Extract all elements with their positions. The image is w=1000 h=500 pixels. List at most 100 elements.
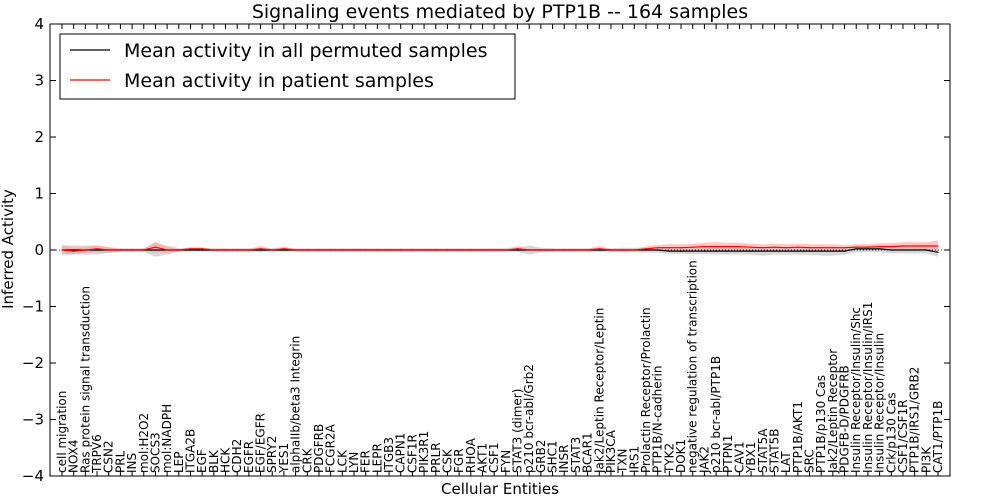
- x-category-label: LCK: [335, 449, 349, 473]
- x-category-label: Crk/p130 Cas: [884, 392, 898, 473]
- data-point-patient: [213, 249, 215, 251]
- x-category-label: YES1: [277, 443, 291, 474]
- data-point-permuted: [738, 250, 741, 252]
- data-point-patient: [365, 249, 367, 251]
- x-category-label: TXN: [616, 448, 630, 474]
- x-category-label: CAPN1: [394, 433, 408, 473]
- legend-label-permuted: Mean activity in all permuted samples: [124, 40, 487, 62]
- data-point-patient: [575, 249, 577, 251]
- data-point-permuted: [727, 250, 729, 252]
- x-category-label: CRK: [300, 447, 314, 473]
- x-category-label: PIK3CA: [604, 429, 618, 473]
- x-category-label: Ras protein signal transduction: [78, 286, 92, 473]
- x-category-label: YBX1: [744, 442, 758, 474]
- x-category-label: ITGA2B: [184, 429, 198, 473]
- data-point-patient: [505, 249, 507, 251]
- data-point-patient: [201, 248, 203, 250]
- data-point-patient: [680, 247, 682, 249]
- x-category-label: PDGFB-D/PDGFRB: [838, 365, 852, 473]
- x-category-label: BCAR1: [581, 432, 595, 473]
- data-point-permuted: [703, 250, 706, 252]
- legend-box: [59, 33, 516, 100]
- data-point-permuted: [773, 250, 776, 252]
- data-point-patient: [435, 249, 437, 251]
- x-category-label: CDH2: [230, 439, 244, 473]
- data-point-patient: [306, 249, 308, 251]
- y-tick-label: −3: [22, 411, 44, 429]
- x-category-label: Prolactin Receptor/Prolactin: [639, 307, 653, 473]
- x-category-label: Insulin Receptor/Insulin: [873, 333, 887, 473]
- data-point-patient: [61, 249, 63, 251]
- data-point-patient: [703, 246, 706, 248]
- data-point-patient: [914, 245, 916, 247]
- data-point-patient: [400, 249, 402, 251]
- x-category-label: HCK: [219, 447, 233, 473]
- data-point-patient: [738, 246, 741, 248]
- x-category-label: EGF/EGFR: [254, 413, 268, 473]
- plot-frame: [49, 23, 951, 477]
- x-category-label: Insulin Receptor/Insulin/IRS1: [861, 302, 875, 473]
- data-point-permuted: [201, 249, 203, 251]
- x-category-label: NOX4: [67, 439, 81, 473]
- x-category-label: mol:NADPH: [160, 404, 174, 473]
- data-point-patient: [481, 249, 484, 251]
- x-category-label: PTP1B/N-cadherin: [651, 366, 665, 473]
- x-category-label: STAT5B: [768, 429, 782, 474]
- x-category-label: SRC: [803, 449, 817, 473]
- data-point-permuted: [283, 249, 285, 251]
- data-point-patient: [516, 248, 519, 250]
- data-point-patient: [189, 248, 192, 250]
- data-point-patient: [73, 250, 75, 252]
- data-point-permuted: [516, 249, 519, 251]
- x-category-label: negative regulation of transcription: [686, 260, 700, 473]
- y-tick-label: −2: [22, 354, 44, 372]
- data-point-permuted: [680, 250, 682, 252]
- data-point-permuted: [762, 250, 764, 252]
- x-category-label: CSN2: [102, 440, 116, 473]
- data-point-patient: [341, 249, 343, 251]
- x-category-label: LAT: [779, 451, 793, 473]
- data-point-patient: [925, 245, 927, 247]
- x-category-label: LEP: [172, 451, 186, 473]
- data-point-patient: [902, 245, 904, 247]
- legend-label-patient: Mean activity in patient samples: [124, 70, 434, 92]
- y-tick-label: −4: [22, 467, 44, 485]
- x-axis-label: Cellular Entities: [441, 480, 559, 498]
- x-category-label: JAK2: [697, 446, 711, 474]
- data-point-patient: [388, 249, 390, 251]
- data-point-patient: [248, 249, 250, 251]
- x-category-label: LYN: [347, 452, 361, 473]
- x-category-label: TRPV6: [90, 434, 104, 474]
- data-point-patient: [224, 249, 227, 251]
- data-point-patient: [376, 249, 378, 251]
- legend: Mean activity in all permuted samples Me…: [59, 33, 516, 100]
- data-point-patient: [843, 247, 846, 249]
- data-point-patient: [143, 249, 145, 251]
- x-category-label: STAT3 (dimer): [511, 389, 525, 473]
- x-category-label: CSF1: [487, 442, 501, 473]
- x-category-label: TYK2: [662, 443, 676, 474]
- data-point-patient: [166, 249, 168, 251]
- data-point-patient: [458, 249, 460, 251]
- x-category-label: Insulin Receptor/Insulin/Shc: [849, 307, 863, 473]
- data-point-patient: [820, 247, 822, 249]
- x-category-label: Jak2/Leptin Receptor: [826, 349, 840, 474]
- x-category-label: DOK1: [674, 439, 688, 473]
- x-category-label: GRB2: [534, 439, 548, 473]
- data-point-permuted: [890, 249, 892, 251]
- x-category-label: PDGFRB: [312, 424, 326, 473]
- x-category-label: INS: [125, 453, 139, 473]
- y-tick-label: 3: [34, 72, 44, 90]
- data-point-patient: [295, 249, 297, 251]
- data-point-permuted: [808, 250, 811, 252]
- data-point-permuted: [925, 249, 927, 251]
- data-point-patient: [540, 249, 542, 251]
- data-point-patient: [727, 246, 729, 248]
- data-point-permuted: [750, 250, 752, 252]
- data-point-patient: [178, 249, 180, 251]
- data-point-patient: [610, 249, 612, 251]
- x-category-label: INSR: [557, 445, 571, 473]
- x-category-label: PTP1B/p130 Cas: [814, 375, 828, 473]
- data-point-patient: [411, 249, 413, 251]
